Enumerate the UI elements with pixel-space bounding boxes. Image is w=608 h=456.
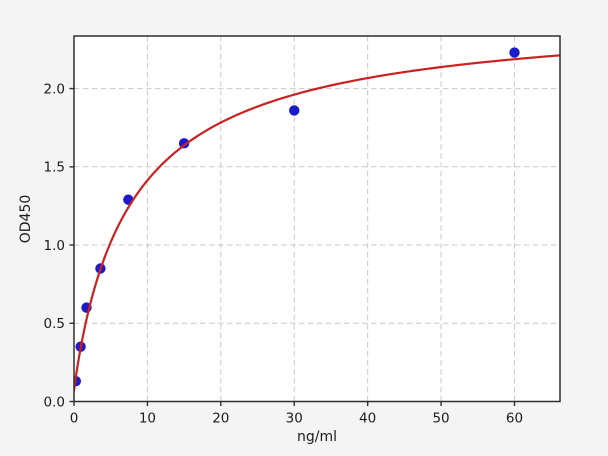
fit-curve — [74, 54, 560, 392]
data-point — [289, 105, 300, 116]
chart-generated-content: 0 10 20 30 40 50 60 0.0 0.5 1.0 1.5 2.0 — [44, 35, 561, 427]
x-tick-label: 60 — [506, 411, 523, 427]
y-tick-label: 1.0 — [44, 238, 65, 254]
plot-border — [73, 35, 561, 403]
x-tick-label: 40 — [359, 411, 376, 427]
data-layer — [74, 47, 560, 392]
x-tick-label: 20 — [212, 411, 229, 427]
y-tick-label: 0.0 — [44, 394, 65, 410]
x-tick-label: 50 — [432, 411, 449, 427]
y-tick-label: 2.0 — [44, 81, 65, 97]
x-tick-label: 10 — [139, 411, 156, 427]
y-tick-label: 1.5 — [44, 160, 65, 176]
plot-area — [74, 36, 560, 402]
data-point — [509, 47, 520, 58]
x-axis-label: ng/ml — [297, 429, 337, 445]
y-tick-label: 0.5 — [44, 316, 65, 332]
y-axis-label: OD450 — [18, 195, 34, 244]
x-tick-label: 0 — [70, 411, 79, 427]
x-tick-label: 30 — [286, 411, 303, 427]
